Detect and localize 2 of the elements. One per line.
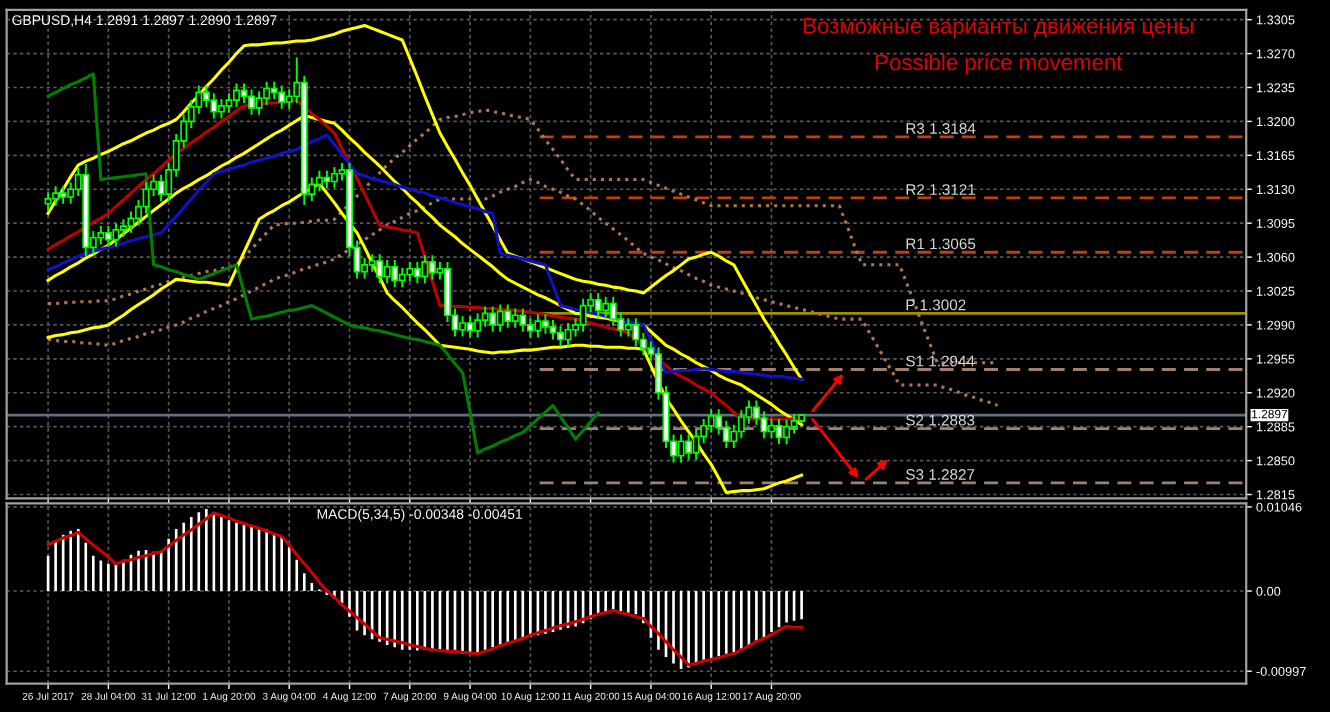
annotation: Возможные варианты движения цены [804,18,1193,39]
annotation: Possible price movement [876,53,1123,75]
